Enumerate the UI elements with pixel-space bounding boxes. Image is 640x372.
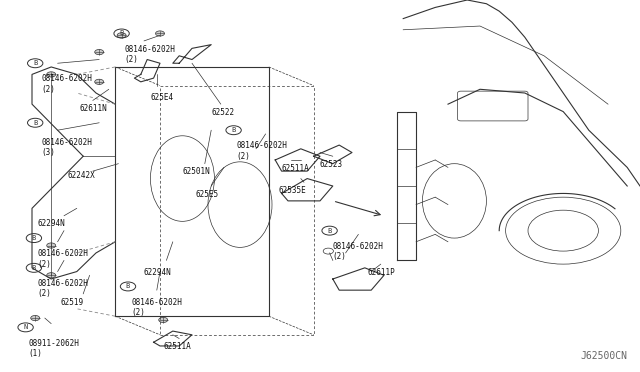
- Text: 08146-6202H
(2): 08146-6202H (2): [37, 249, 88, 269]
- Text: 08146-6202H
(3): 08146-6202H (3): [42, 138, 92, 157]
- Text: B: B: [126, 283, 130, 289]
- Text: 62242X: 62242X: [67, 171, 95, 180]
- Circle shape: [31, 315, 40, 321]
- Circle shape: [47, 273, 56, 278]
- Text: 625E5: 625E5: [195, 190, 218, 199]
- Text: 62511A: 62511A: [163, 342, 191, 351]
- Text: B: B: [120, 31, 124, 36]
- Text: 08146-6202H
(2): 08146-6202H (2): [42, 74, 92, 94]
- Circle shape: [95, 79, 104, 84]
- Text: 08146-6202H
(2): 08146-6202H (2): [125, 45, 175, 64]
- Text: 08146-6202H
(2): 08146-6202H (2): [131, 298, 182, 317]
- Text: 62294N: 62294N: [37, 219, 65, 228]
- Circle shape: [159, 317, 168, 323]
- Text: 625E4: 625E4: [150, 93, 173, 102]
- Text: 62523: 62523: [320, 160, 343, 169]
- Text: J62500CN: J62500CN: [580, 351, 627, 361]
- Circle shape: [156, 31, 164, 36]
- Text: 62522: 62522: [211, 108, 234, 117]
- Text: B: B: [33, 60, 37, 66]
- Text: 08146-6202H
(2): 08146-6202H (2): [333, 242, 383, 261]
- Text: B: B: [32, 235, 36, 241]
- Text: 62511A: 62511A: [282, 164, 309, 173]
- Text: 62519: 62519: [61, 298, 84, 307]
- Text: B: B: [32, 265, 36, 271]
- Text: N: N: [24, 324, 28, 330]
- Text: B: B: [33, 120, 37, 126]
- Text: B: B: [232, 127, 236, 133]
- Circle shape: [95, 49, 104, 55]
- Text: 62294N: 62294N: [144, 268, 172, 277]
- Circle shape: [47, 243, 56, 248]
- Text: 08911-2062H
(1): 08911-2062H (1): [29, 339, 79, 358]
- Text: B: B: [328, 228, 332, 234]
- Text: 08146-6202H
(2): 08146-6202H (2): [237, 141, 287, 161]
- Text: 62611N: 62611N: [80, 104, 108, 113]
- Circle shape: [117, 33, 126, 38]
- Text: 62535E: 62535E: [278, 186, 306, 195]
- Text: 62501N: 62501N: [182, 167, 210, 176]
- Circle shape: [47, 72, 56, 77]
- Text: 62611P: 62611P: [368, 268, 396, 277]
- Text: 08146-6202H
(2): 08146-6202H (2): [37, 279, 88, 298]
